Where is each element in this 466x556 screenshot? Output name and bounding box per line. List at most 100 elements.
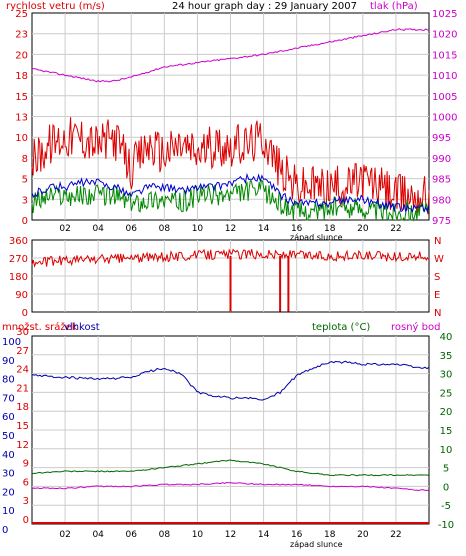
x-tick-label: 22	[390, 224, 401, 234]
rain-tick-label: 12	[16, 440, 29, 451]
x-tick-label: 20	[357, 224, 369, 234]
rain-label: množst. srážek	[2, 321, 78, 333]
y2-tick-label: 1020	[432, 30, 457, 41]
direction-series	[31, 248, 430, 312]
y2-tick-label: 1005	[432, 92, 457, 103]
dewpoint-line	[31, 481, 430, 492]
x-tick-label: 08	[159, 224, 171, 234]
pressure-axis-ticks: 1025 1020 1015 1010 1005 1000 995 990 985 980 975	[432, 9, 457, 227]
humidity-tick-label: 60	[2, 412, 15, 423]
x-tick-label: 06	[126, 530, 138, 540]
y-tick-label: 18	[15, 71, 28, 82]
x-caption-top: západ slunce	[290, 233, 343, 242]
temp-tick-label: -5	[441, 501, 451, 512]
humidity-tick-label: 80	[2, 375, 15, 386]
x-tick-label: 20	[357, 530, 369, 540]
rain-tick-label: 15	[16, 421, 29, 432]
direction-line	[31, 248, 430, 268]
pressure-label: tlak (hPa)	[370, 1, 418, 12]
rain-tick-label: 3	[23, 496, 29, 507]
x-tick-label: 10	[192, 530, 204, 540]
temp-tick-label: 5	[443, 464, 449, 475]
x-tick-label: 04	[92, 224, 104, 234]
y-tick-label: 8	[22, 154, 28, 165]
temp-tick-label: 25	[440, 388, 453, 399]
x-tick-label: 22	[390, 530, 401, 540]
x-tick-label: 16	[291, 224, 303, 234]
dewpoint-label: rosný bod	[391, 321, 440, 333]
wind-x-ticks: 02 04 06 08 10 12 14 16 18 20 22	[59, 224, 401, 234]
pressure-line	[31, 28, 430, 83]
x-tick-label: 04	[92, 530, 104, 540]
direction-tick-label: 270	[9, 254, 28, 265]
temp-tick-label: 15	[440, 426, 453, 437]
wind-min-line	[31, 179, 430, 222]
y2-tick-label: 1025	[432, 9, 457, 20]
y2-tick-label: 985	[432, 175, 451, 186]
y-tick-label: 13	[15, 113, 28, 124]
rain-tick-label: 21	[16, 383, 29, 394]
chart-title: 24 hour graph day : 29 January 2007	[172, 1, 357, 12]
x-caption-bottom: západ slunce	[290, 540, 343, 549]
humidity-x-ticks: 02 04 06 08 10 12 14 16 18 20 22	[59, 530, 401, 540]
temperature-label: teplota (°C)	[312, 322, 370, 333]
rain-tick-label: 18	[16, 402, 29, 413]
y-tick-label: 0	[22, 216, 28, 227]
rain-tick-label: 27	[16, 346, 29, 357]
temperature-axis-ticks: 40 35 30 25 20 15 10 5 0 -5 -10	[438, 332, 454, 531]
humidity-label: vlhkost	[64, 322, 100, 333]
direction-tick-label: 360	[9, 236, 28, 247]
x-tick-label: 18	[324, 224, 336, 234]
temp-tick-label: 0	[443, 482, 449, 493]
wind-series	[31, 28, 430, 222]
y-tick-label: 20	[15, 50, 28, 61]
temp-tick-label: 35	[440, 351, 453, 362]
rain-tick-label: 30	[16, 327, 29, 338]
y-tick-label: 5	[22, 175, 28, 186]
direction-tick-label: 90	[15, 290, 28, 301]
temperature-line	[31, 459, 430, 477]
y-tick-label: 25	[15, 9, 28, 20]
compass-tick-label: E	[434, 290, 440, 301]
x-tick-label: 02	[59, 224, 70, 234]
y-tick-label: 15	[15, 92, 28, 103]
compass-tick-label: N	[434, 236, 441, 247]
y2-tick-label: 995	[432, 133, 451, 144]
humidity-tick-label: 70	[2, 393, 15, 404]
y2-tick-label: 1000	[432, 113, 457, 124]
x-tick-label: 14	[258, 530, 270, 540]
y-tick-label: 3	[22, 195, 28, 206]
rain-tick-label: 9	[23, 459, 29, 470]
humidity-tick-label: 50	[2, 431, 15, 442]
humidity-temp-series	[31, 360, 430, 524]
humidity-tick-label: 40	[2, 450, 15, 461]
humidity-tick-label: 20	[2, 487, 15, 498]
temp-tick-label: -10	[438, 520, 454, 531]
wind-speed-label: rychlost vetru (m/s)	[6, 1, 105, 12]
humidity-tick-label: 30	[2, 469, 15, 480]
rain-tick-label: 24	[16, 365, 29, 376]
wind-axis-ticks: 25 23 20 18 15 13 10 8 5 3 0	[15, 9, 28, 227]
humidity-tick-label: 0	[2, 525, 8, 536]
humidity-tick-label: 100	[2, 337, 21, 348]
x-tick-label: 12	[225, 530, 236, 540]
x-tick-label: 02	[59, 530, 70, 540]
humidity-tick-label: 90	[2, 356, 15, 367]
x-tick-label: 08	[159, 530, 171, 540]
y-tick-label: 10	[15, 133, 28, 144]
direction-tick-label: 180	[9, 272, 28, 283]
x-tick-label: 14	[258, 224, 270, 234]
temp-tick-label: 40	[440, 332, 453, 343]
y2-tick-label: 1015	[432, 50, 457, 61]
x-tick-label: 06	[126, 224, 138, 234]
temp-tick-label: 10	[440, 445, 453, 456]
y2-tick-label: 980	[432, 195, 451, 206]
humidity-line	[31, 360, 430, 401]
wind-avg-line	[31, 172, 430, 214]
temp-tick-label: 20	[440, 407, 453, 418]
